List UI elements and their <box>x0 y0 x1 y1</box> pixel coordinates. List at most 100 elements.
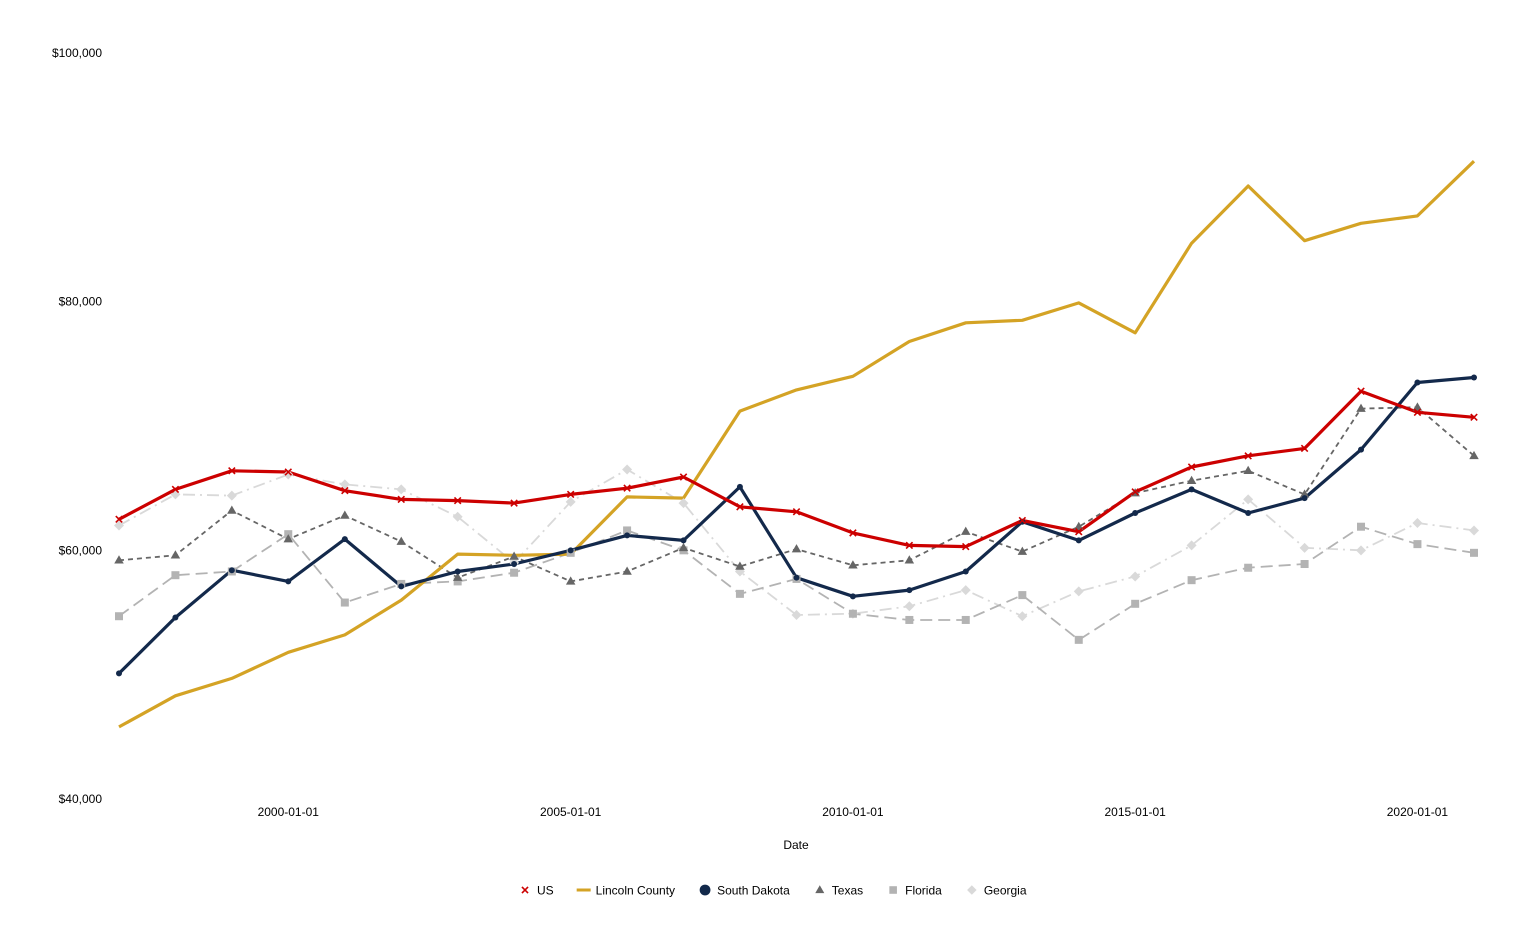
data-point-georgia <box>678 498 689 509</box>
x-tick-label: 2010-01-01 <box>822 805 884 819</box>
x-tick-label: 2020-01-01 <box>1387 805 1449 819</box>
legend-item-south-dakota: South Dakota <box>699 884 790 898</box>
data-point-georgia <box>791 609 802 620</box>
data-point-georgia <box>1073 586 1084 597</box>
data-point-florida <box>1131 599 1140 608</box>
data-point-us <box>849 529 857 537</box>
y-tick-label: $40,000 <box>59 792 103 806</box>
x-tick-label: 2015-01-01 <box>1104 805 1166 819</box>
data-point-florida <box>1470 548 1478 557</box>
data-point-us <box>1074 527 1083 536</box>
data-point-us <box>1244 452 1252 460</box>
legend-label: Florida <box>905 884 942 898</box>
data-point-florida <box>1413 540 1422 549</box>
data-point-us <box>397 495 406 504</box>
data-point-georgia <box>1299 542 1310 553</box>
data-point-texas <box>735 561 745 570</box>
data-point-us <box>115 515 123 524</box>
data-point-us <box>566 490 575 499</box>
data-point-texas <box>170 550 181 559</box>
data-point-south-dakota <box>1019 518 1026 525</box>
legend-label: South Dakota <box>717 884 790 898</box>
data-point-us <box>1187 463 1196 471</box>
data-point-us <box>1131 488 1139 496</box>
series-line-lincoln-county <box>118 160 1476 729</box>
data-point-texas <box>622 566 632 575</box>
data-point-texas <box>227 505 237 514</box>
data-point-georgia <box>114 520 124 531</box>
data-point-texas <box>1186 475 1197 484</box>
data-point-south-dakota <box>1245 510 1252 517</box>
legend-item-georgia: Georgia <box>967 884 1027 898</box>
data-point-south-dakota <box>454 568 461 575</box>
data-point-texas <box>114 555 124 564</box>
data-point-us <box>510 499 518 507</box>
data-point-texas <box>396 536 407 545</box>
y-axis-ticks: $40,000 $60,000 $80,000 $100,000 <box>52 46 102 806</box>
data-point-florida <box>115 612 123 621</box>
data-point-south-dakota <box>962 568 969 575</box>
data-point-south-dakota <box>1075 537 1082 544</box>
data-point-texas <box>565 576 576 585</box>
data-point-georgia <box>396 484 407 495</box>
data-point-texas <box>1299 489 1310 498</box>
data-point-us <box>1018 516 1027 525</box>
data-point-south-dakota <box>228 567 235 574</box>
y-tick-label: $100,000 <box>52 46 102 60</box>
data-point-georgia <box>1412 517 1423 528</box>
data-point-florida <box>623 526 632 535</box>
data-point-florida <box>1300 560 1309 569</box>
legend-item-lincoln-county: Lincoln County <box>576 884 675 898</box>
data-point-florida <box>1357 522 1366 531</box>
legend-item-us: US <box>521 884 554 898</box>
series-markers <box>114 374 1479 677</box>
data-point-us <box>341 486 349 495</box>
data-point-south-dakota <box>1414 379 1421 386</box>
data-point-texas <box>340 510 350 519</box>
data-point-south-dakota <box>567 547 574 554</box>
series-lines <box>117 160 1476 729</box>
legend-key-us <box>521 886 529 894</box>
data-point-us <box>1357 387 1365 395</box>
data-point-south-dakota <box>285 578 292 585</box>
data-point-us <box>228 466 236 475</box>
data-point-us <box>453 496 462 505</box>
legend-label: Lincoln County <box>596 884 675 898</box>
legend-key-south-dakota <box>699 884 711 896</box>
legend-key-georgia <box>967 885 977 895</box>
data-point-georgia <box>1243 494 1254 505</box>
data-point-us <box>171 485 180 494</box>
x-tick-label: 2005-01-01 <box>540 805 602 819</box>
data-point-us <box>905 541 914 550</box>
data-point-us <box>792 508 801 516</box>
data-point-georgia <box>1469 525 1479 536</box>
data-point-texas <box>904 555 915 564</box>
data-point-florida <box>1074 635 1083 644</box>
data-point-south-dakota <box>172 614 179 621</box>
data-point-georgia <box>226 490 237 501</box>
data-point-texas <box>509 551 519 560</box>
data-point-texas <box>1356 403 1366 412</box>
series-line-florida <box>118 525 1475 641</box>
data-point-us <box>1300 444 1309 453</box>
data-point-us <box>679 473 688 481</box>
data-point-texas <box>1412 402 1423 411</box>
legend-label: US <box>537 884 554 898</box>
data-point-south-dakota <box>849 593 856 600</box>
data-point-florida <box>340 598 349 607</box>
data-point-us <box>961 542 970 551</box>
data-point-florida <box>1187 576 1196 585</box>
data-point-florida <box>1244 563 1253 572</box>
data-point-texas <box>961 526 971 535</box>
data-point-us <box>736 503 744 511</box>
data-point-south-dakota <box>511 561 518 568</box>
data-point-georgia <box>622 464 633 475</box>
y-tick-label: $80,000 <box>59 295 103 309</box>
data-point-texas <box>1074 521 1084 530</box>
data-point-florida <box>1018 591 1027 600</box>
data-point-south-dakota <box>680 537 687 544</box>
data-point-south-dakota <box>1471 374 1477 381</box>
data-point-georgia <box>339 479 350 490</box>
data-point-georgia <box>1356 545 1367 556</box>
